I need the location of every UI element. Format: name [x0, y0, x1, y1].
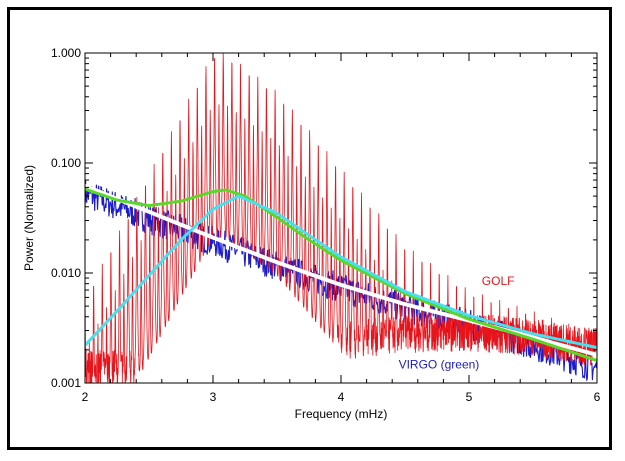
x-tick-label: 2 [82, 390, 89, 404]
virgo-annotation: VIRGO (green) [399, 358, 480, 372]
y-tick-label: 0.001 [51, 376, 81, 390]
axes-layer: 2 3 4 5 6 0.001 0.010 0.100 1.000 [51, 46, 601, 404]
x-tick-label: 3 [210, 390, 217, 404]
x-axis-label: Frequency (mHz) [295, 407, 388, 421]
x-tick-label: 4 [338, 390, 345, 404]
x-tick-label: 5 [466, 390, 473, 404]
x-tick-label: 6 [594, 390, 601, 404]
golf-spectrum-trace [85, 53, 597, 383]
y-tick-label: 0.100 [51, 156, 81, 170]
golf-fit-curve [85, 194, 597, 350]
virgo-fit-curve [85, 187, 597, 362]
golf-annotation: GOLF [482, 274, 515, 288]
fit-curves-layer [85, 183, 597, 362]
y-tick-label: 0.010 [51, 266, 81, 280]
y-axis-label: Power (Normalized) [22, 165, 36, 271]
spectra-layer [85, 53, 597, 383]
y-tick-label: 1.000 [51, 46, 81, 60]
